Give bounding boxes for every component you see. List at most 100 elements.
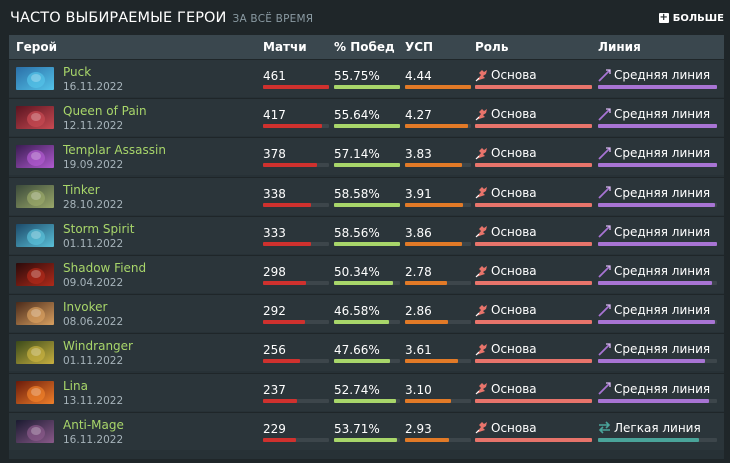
winrate-bar (334, 398, 400, 403)
table-row[interactable]: Templar Assassin 19.09.2022 378 57.14% 3… (9, 137, 724, 176)
lane-cell: Средняя линия (598, 146, 710, 160)
role-core-icon (475, 304, 487, 317)
lane-label: Средняя линия (614, 264, 711, 278)
role-cell: Основа (475, 421, 537, 435)
hero-name-link[interactable]: Anti-Mage (63, 417, 124, 432)
role-cell: Основа (475, 382, 537, 396)
kda-value: 2.93 (405, 421, 432, 436)
role-bar (475, 437, 592, 442)
lane-bar-fill (598, 398, 709, 403)
last-played-date: 01.11.2022 (63, 355, 124, 368)
matches-bar (263, 85, 329, 89)
windranger-portrait[interactable] (16, 341, 54, 365)
role-label: Основа (491, 146, 537, 161)
kda-value: 3.86 (405, 225, 432, 240)
winrate-bar-fill (334, 281, 394, 285)
mid-lane-icon (598, 343, 611, 356)
column-header-role[interactable]: Роль (475, 40, 509, 54)
role-label: Основа (491, 224, 537, 239)
role-core-icon (475, 69, 487, 81)
lane-cell: Средняя линия (598, 186, 710, 200)
hero-name-link[interactable]: Templar Assassin (63, 143, 166, 158)
mid-lane-icon (598, 186, 611, 199)
hero-name-link[interactable]: Windranger (63, 339, 133, 354)
kda-bar (405, 359, 471, 364)
matches-bar (263, 320, 329, 325)
hero-name-link[interactable]: Shadow Fiend (63, 261, 147, 275)
role-bar (475, 359, 592, 364)
kda-bar-fill (405, 320, 448, 325)
anti-mage-portrait[interactable] (16, 419, 54, 443)
column-header-lane[interactable]: Линия (598, 40, 641, 54)
safe-lane-icon (598, 421, 611, 434)
table-row[interactable]: Lina 13.11.2022 237 52.74% 3.10 Основа (9, 372, 724, 411)
role-label: Основа (491, 185, 537, 200)
lane-label: Средняя линия (614, 224, 711, 239)
column-header-hero[interactable]: Герой (16, 40, 58, 54)
kda-bar (405, 163, 471, 168)
section-title-main: ЧАСТО ВЫБИРАЕМЫЕ ГЕРОИ (10, 10, 227, 26)
table-row[interactable]: Queen of Pain 12.11.2022 417 55.64% 4.27… (9, 98, 724, 137)
kda-bar (405, 202, 471, 207)
lane-bar-fill (598, 437, 700, 442)
table-row[interactable]: Shadow Fiend 09.04.2022 298 50.34% 2.78 … (9, 255, 724, 293)
winrate-bar-fill (334, 163, 400, 168)
matches-bar-fill (263, 85, 329, 89)
table-row[interactable]: Tinker 28.10.2022 338 58.58% 3.91 Основа (9, 176, 724, 215)
hero-name-link[interactable]: Puck (63, 65, 92, 79)
lane-label: Средняя линия (614, 381, 711, 396)
role-cell: Основа (475, 264, 537, 278)
role-core-icon (475, 383, 487, 395)
table-row[interactable]: Puck 16.11.2022 461 55.75% 4.44 Основа (9, 59, 724, 97)
role-bar (475, 241, 592, 246)
column-header-kda[interactable]: УСП (405, 40, 434, 54)
kda-bar (405, 281, 471, 285)
role-cell: Основа (475, 107, 537, 121)
table-row[interactable]: Anti-Mage 16.11.2022 229 53.71% 2.93 Осн… (9, 411, 724, 450)
kda-value: 2.86 (405, 304, 432, 319)
invoker-portrait[interactable] (16, 302, 54, 326)
more-button[interactable]: + БОЛЬШЕ (658, 13, 724, 24)
hero-name-link[interactable]: Tinker (63, 182, 100, 197)
matches-value: 229 (263, 421, 286, 436)
table-row[interactable]: Storm Spirit 01.11.2022 333 58.56% 3.86 … (9, 215, 724, 254)
kda-bar-fill (405, 398, 452, 403)
winrate-bar (334, 437, 400, 442)
last-played-date: 16.11.2022 (63, 433, 124, 446)
matches-bar (263, 124, 329, 129)
kda-bar (405, 437, 471, 442)
lane-cell: Средняя линия (598, 264, 710, 278)
puck-portrait[interactable] (16, 67, 54, 90)
role-bar (475, 163, 592, 168)
tinker-portrait[interactable] (16, 184, 54, 208)
hero-name-link[interactable]: Invoker (63, 300, 108, 315)
lane-label: Средняя линия (614, 185, 711, 200)
role-bar-fill (475, 241, 592, 246)
storm-spirit-portrait[interactable] (16, 223, 54, 247)
last-played-date: 08.06.2022 (63, 316, 124, 329)
hero-name-link[interactable]: Queen of Pain (63, 104, 147, 119)
role-bar (475, 320, 592, 325)
kda-bar-fill (405, 163, 462, 168)
column-header-winrate[interactable]: % Побед (334, 40, 395, 54)
role-cell: Основа (475, 225, 537, 239)
hero-name-link[interactable]: Storm Spirit (63, 221, 135, 236)
table-row[interactable]: Windranger 01.11.2022 256 47.66% 3.61 Ос… (9, 333, 724, 372)
role-cell: Основа (475, 146, 537, 160)
column-header-matches[interactable]: Матчи (263, 40, 307, 54)
templar-assassin-portrait[interactable] (16, 145, 54, 169)
lina-portrait[interactable] (16, 380, 54, 404)
queen-of-pain-portrait[interactable] (16, 106, 54, 130)
hero-name-link[interactable]: Lina (63, 378, 88, 393)
matches-bar-fill (263, 241, 311, 246)
lane-bar-fill (598, 202, 715, 207)
mid-lane-icon (598, 147, 611, 160)
lane-bar (598, 202, 717, 207)
mid-lane-icon (598, 68, 611, 82)
winrate-bar-fill (334, 320, 389, 325)
matches-bar (263, 202, 329, 207)
winrate-bar-fill (334, 124, 400, 129)
shadow-fiend-portrait[interactable] (16, 263, 54, 286)
table-row[interactable]: Invoker 08.06.2022 292 46.58% 2.86 Основ… (9, 294, 724, 333)
role-core-icon (475, 265, 487, 277)
